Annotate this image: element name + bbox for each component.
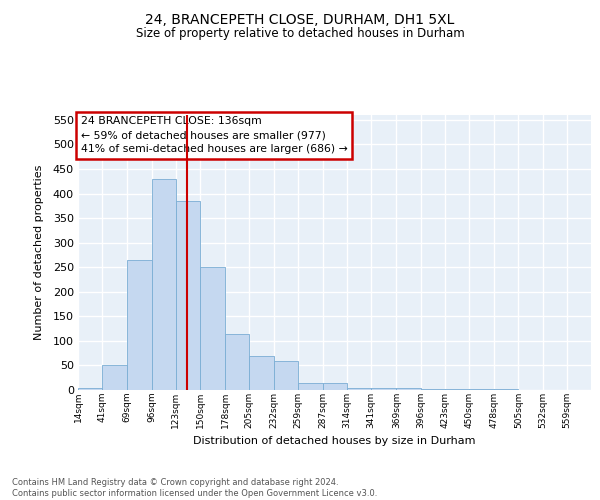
Bar bbox=[347, 388, 371, 390]
Bar bbox=[225, 334, 249, 390]
Bar bbox=[445, 389, 469, 390]
Bar bbox=[78, 388, 102, 390]
Bar bbox=[102, 366, 127, 390]
Bar bbox=[274, 360, 298, 390]
Bar bbox=[249, 356, 274, 390]
Bar bbox=[494, 389, 518, 390]
Bar bbox=[152, 179, 176, 390]
Text: 24, BRANCEPETH CLOSE, DURHAM, DH1 5XL: 24, BRANCEPETH CLOSE, DURHAM, DH1 5XL bbox=[145, 12, 455, 26]
Bar bbox=[469, 389, 494, 390]
Bar bbox=[176, 201, 200, 390]
Bar bbox=[323, 382, 347, 390]
Text: Size of property relative to detached houses in Durham: Size of property relative to detached ho… bbox=[136, 28, 464, 40]
Bar bbox=[200, 267, 225, 390]
Y-axis label: Number of detached properties: Number of detached properties bbox=[34, 165, 44, 340]
X-axis label: Distribution of detached houses by size in Durham: Distribution of detached houses by size … bbox=[193, 436, 476, 446]
Bar bbox=[397, 388, 421, 390]
Bar bbox=[127, 260, 152, 390]
Bar bbox=[298, 382, 323, 390]
Bar bbox=[421, 389, 445, 390]
Text: Contains HM Land Registry data © Crown copyright and database right 2024.
Contai: Contains HM Land Registry data © Crown c… bbox=[12, 478, 377, 498]
Text: 24 BRANCEPETH CLOSE: 136sqm
← 59% of detached houses are smaller (977)
41% of se: 24 BRANCEPETH CLOSE: 136sqm ← 59% of det… bbox=[80, 116, 347, 154]
Bar bbox=[371, 388, 397, 390]
